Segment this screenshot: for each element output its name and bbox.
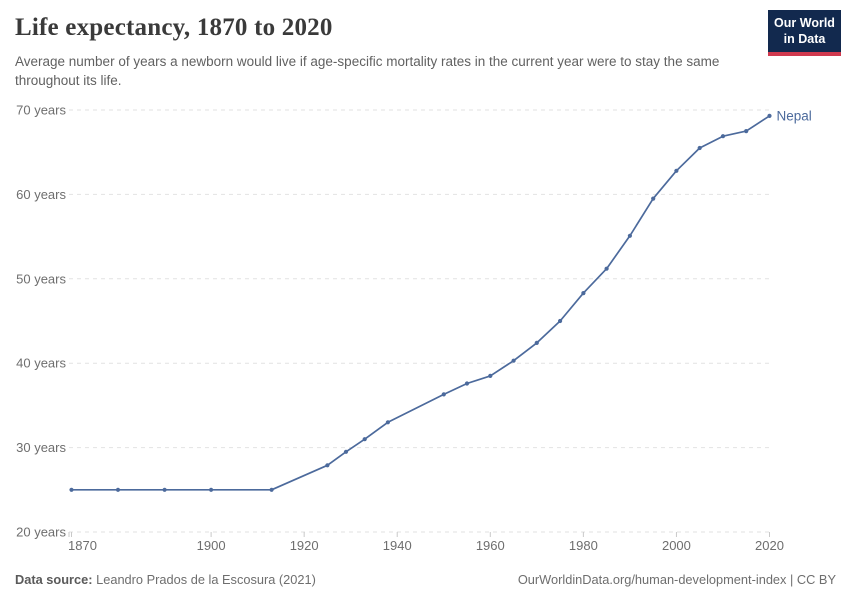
data-point[interactable]	[744, 129, 749, 134]
x-axis-label: 1920	[290, 538, 319, 553]
data-point[interactable]	[651, 196, 656, 201]
data-point[interactable]	[720, 134, 726, 139]
data-point[interactable]	[385, 420, 390, 425]
y-axis-label: 30 years	[16, 440, 66, 455]
chart-footer: Data source: Leandro Prados de la Escosu…	[15, 572, 836, 587]
x-axis-label: 1980	[569, 538, 598, 553]
data-point[interactable]	[464, 381, 470, 386]
data-point[interactable]	[534, 340, 539, 345]
owid-logo-line2: in Data	[783, 31, 826, 46]
y-axis-label: 70 years	[16, 103, 66, 118]
series-line[interactable]	[71, 115, 770, 491]
x-axis-label: 1900	[197, 538, 226, 553]
x-axis-label: 1870	[68, 538, 97, 553]
data-source-label: Data source:	[15, 572, 93, 587]
chart-title: Life expectancy, 1870 to 2020	[15, 14, 333, 41]
y-axis-label: 60 years	[16, 187, 66, 202]
data-source: Data source: Leandro Prados de la Escosu…	[15, 572, 316, 587]
data-source-text: Leandro Prados de la Escosura (2021)	[92, 572, 316, 587]
x-axis-label: 2000	[662, 538, 691, 553]
data-point[interactable]	[627, 233, 633, 238]
data-point[interactable]	[362, 437, 367, 442]
series-label[interactable]: Nepal	[777, 108, 812, 123]
owid-logo: Our World in Data	[768, 10, 841, 57]
owid-url-link[interactable]: OurWorldinData.org/human-development-ind…	[517, 572, 836, 587]
data-point[interactable]	[325, 463, 330, 468]
data-point[interactable]	[697, 145, 702, 151]
data-point[interactable]	[162, 487, 167, 492]
data-point[interactable]	[511, 358, 516, 363]
x-axis-label: 1960	[476, 538, 505, 553]
data-point[interactable]	[69, 487, 74, 492]
owid-logo-line1: Our World	[774, 16, 835, 30]
data-point[interactable]	[604, 266, 609, 271]
y-axis-label: 20 years	[16, 525, 66, 540]
data-point[interactable]	[343, 449, 349, 454]
data-point[interactable]	[767, 113, 772, 118]
data-point[interactable]	[115, 487, 121, 492]
data-point[interactable]	[209, 487, 214, 492]
x-axis-label: 2020	[755, 538, 784, 553]
data-point[interactable]	[581, 291, 586, 296]
data-point[interactable]	[558, 318, 563, 324]
x-axis-label: 1940	[383, 538, 412, 553]
chart-subtitle: Average number of years a newborn would …	[15, 54, 720, 89]
data-point[interactable]	[488, 373, 493, 378]
y-axis-label: 40 years	[16, 356, 66, 371]
data-point[interactable]	[674, 168, 679, 173]
y-axis-label: 50 years	[16, 271, 66, 286]
data-point[interactable]	[441, 392, 446, 397]
data-point[interactable]	[269, 487, 274, 492]
